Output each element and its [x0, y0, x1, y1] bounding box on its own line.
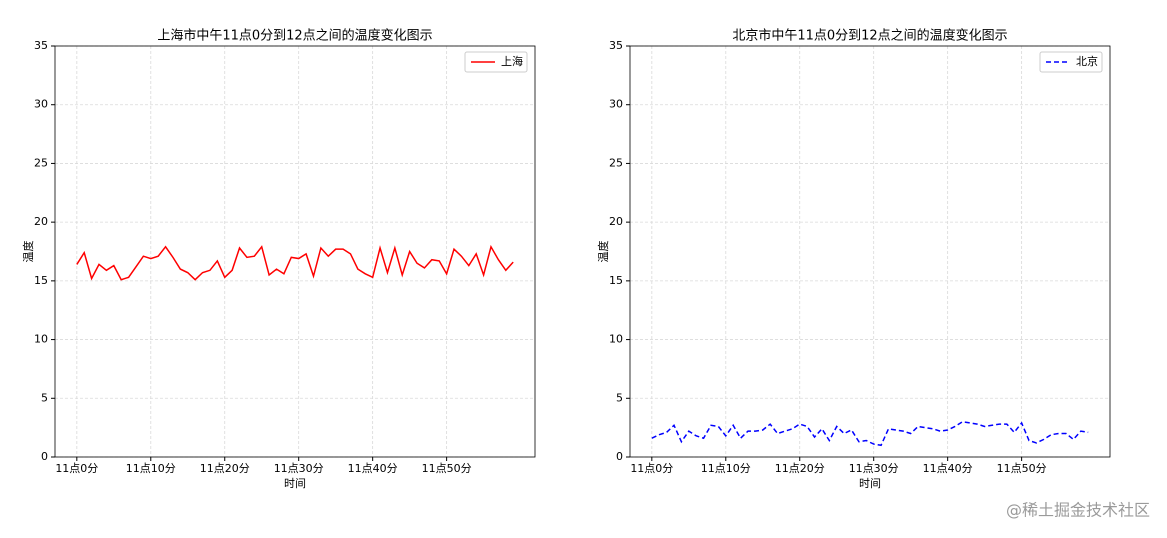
legend-box — [464, 51, 528, 73]
axes-frame — [54, 45, 536, 458]
chart-title: 北京市中午11点0分到12点之间的温度变化图示 — [732, 28, 1007, 44]
y-tick-label: 10 — [34, 333, 48, 346]
x-tick-label: 11点10分 — [126, 462, 176, 475]
watermark: @稀土掘金技术社区 — [1006, 501, 1150, 520]
line — [651, 420, 1089, 447]
y-tick-label: 25 — [34, 156, 48, 169]
x-tick-label: 11点30分 — [849, 462, 899, 475]
y-tick-label: 5 — [616, 391, 623, 404]
y-tick-label: 35 — [34, 39, 48, 52]
x-tick-label: 11点10分 — [701, 462, 751, 475]
y-tick-label: 30 — [34, 98, 48, 111]
y-tick-label: 10 — [609, 333, 623, 346]
legend: 上海 — [464, 51, 528, 73]
legend: 北京 — [1039, 51, 1103, 73]
legend-box — [1039, 51, 1103, 73]
legend-label: 上海 — [501, 54, 523, 68]
x-tick-label: 11点30分 — [274, 462, 324, 475]
y-tick-label: 5 — [41, 391, 48, 404]
chart-title: 上海市中午11点0分到12点之间的温度变化图示 — [157, 28, 432, 44]
x-tick-label: 11点20分 — [775, 462, 825, 475]
x-tick-label: 11点40分 — [348, 462, 398, 475]
axes-frame — [629, 45, 1111, 458]
x-tick-label: 11点0分 — [630, 462, 673, 475]
x-tick-label: 11点20分 — [200, 462, 250, 475]
y-tick-label: 15 — [609, 274, 623, 287]
y-tick-label: 20 — [609, 215, 623, 228]
x-tick-label: 11点50分 — [422, 462, 472, 475]
line — [76, 244, 514, 281]
y-tick-label: 30 — [609, 98, 623, 111]
x-tick-label: 11点40分 — [923, 462, 973, 475]
x-tick-label: 11点0分 — [55, 462, 98, 475]
y-axis-label: 温度 — [21, 241, 35, 263]
y-tick-label: 20 — [34, 215, 48, 228]
y-tick-label: 15 — [34, 274, 48, 287]
legend-label: 北京 — [1076, 54, 1098, 68]
y-axis-label: 温度 — [596, 241, 610, 263]
y-tick-label: 0 — [41, 450, 48, 463]
x-axis-label: 时间 — [859, 477, 881, 490]
y-tick-label: 25 — [609, 156, 623, 169]
y-tick-label: 0 — [616, 450, 623, 463]
x-axis-label: 时间 — [284, 477, 306, 490]
y-tick-label: 35 — [609, 39, 623, 52]
x-tick-label: 11点50分 — [997, 462, 1047, 475]
